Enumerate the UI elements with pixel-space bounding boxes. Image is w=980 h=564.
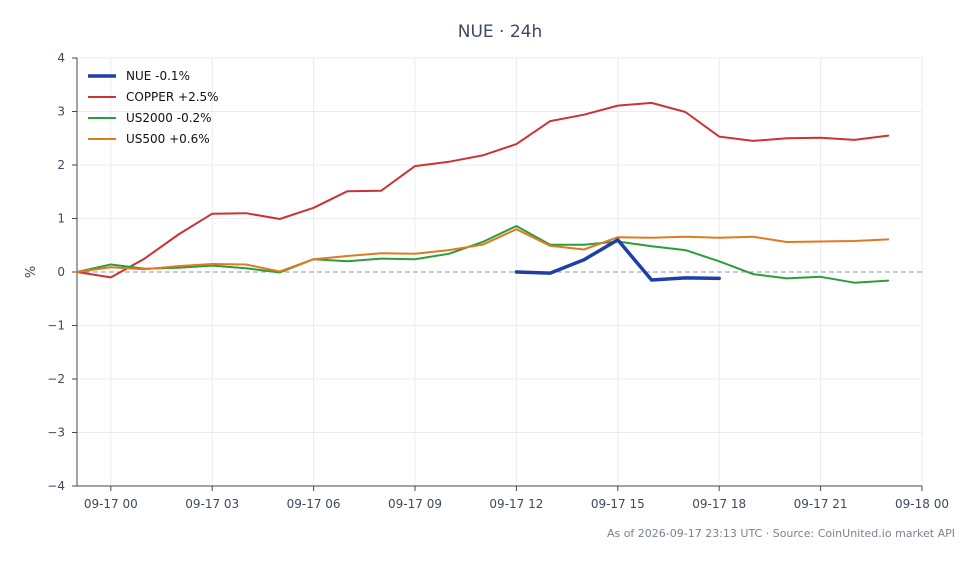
series-line-copper [76,101,890,279]
x-tick-label: 09-18 00 [895,497,949,511]
y-axis-label: % [24,266,39,278]
legend-label: US2000 -0.2% [126,111,212,125]
x-tick-label: 09-17 21 [794,497,848,511]
x-tick-label: 09-17 09 [388,497,442,511]
chart-title: NUE · 24h [458,22,543,42]
legend-label: US500 +0.6% [126,132,210,146]
y-tick-label: 3 [57,105,65,119]
axes: −4 −3 −2 −1 0 1 2 3 4 09-17 00 09-17 03 09-17 06 09-… [47,51,949,511]
y-tick-label: 0 [57,265,65,279]
series-line-nue [514,238,721,282]
y-tick-label: −4 [47,479,65,493]
legend-label: NUE -0.1% [126,69,190,83]
x-tick-label: 09-17 15 [591,497,645,511]
series-line-us2000 [76,225,890,284]
y-tick-label: −2 [47,372,65,386]
x-tick-label: 09-17 06 [287,497,341,511]
series-line-us500 [76,228,890,273]
x-tick-label: 09-17 03 [185,497,239,511]
legend-label: COPPER +2.5% [126,90,219,104]
y-tick-label: −3 [47,426,65,440]
x-tick-label: 09-17 18 [692,497,746,511]
y-tick-label: 4 [57,51,65,65]
y-tick-label: 2 [57,158,65,172]
y-tick-label: 1 [57,212,65,226]
y-tick-label: −1 [47,319,65,333]
series-lines [76,101,890,284]
footer-note: As of 2026-09-17 23:13 UTC · Source: Coi… [607,527,955,540]
x-tick-label: 09-17 00 [84,497,138,511]
x-tick-label: 09-17 12 [489,497,543,511]
legend: NUE -0.1% COPPER +2.5% US2000 -0.2% US500 +… [88,69,219,146]
